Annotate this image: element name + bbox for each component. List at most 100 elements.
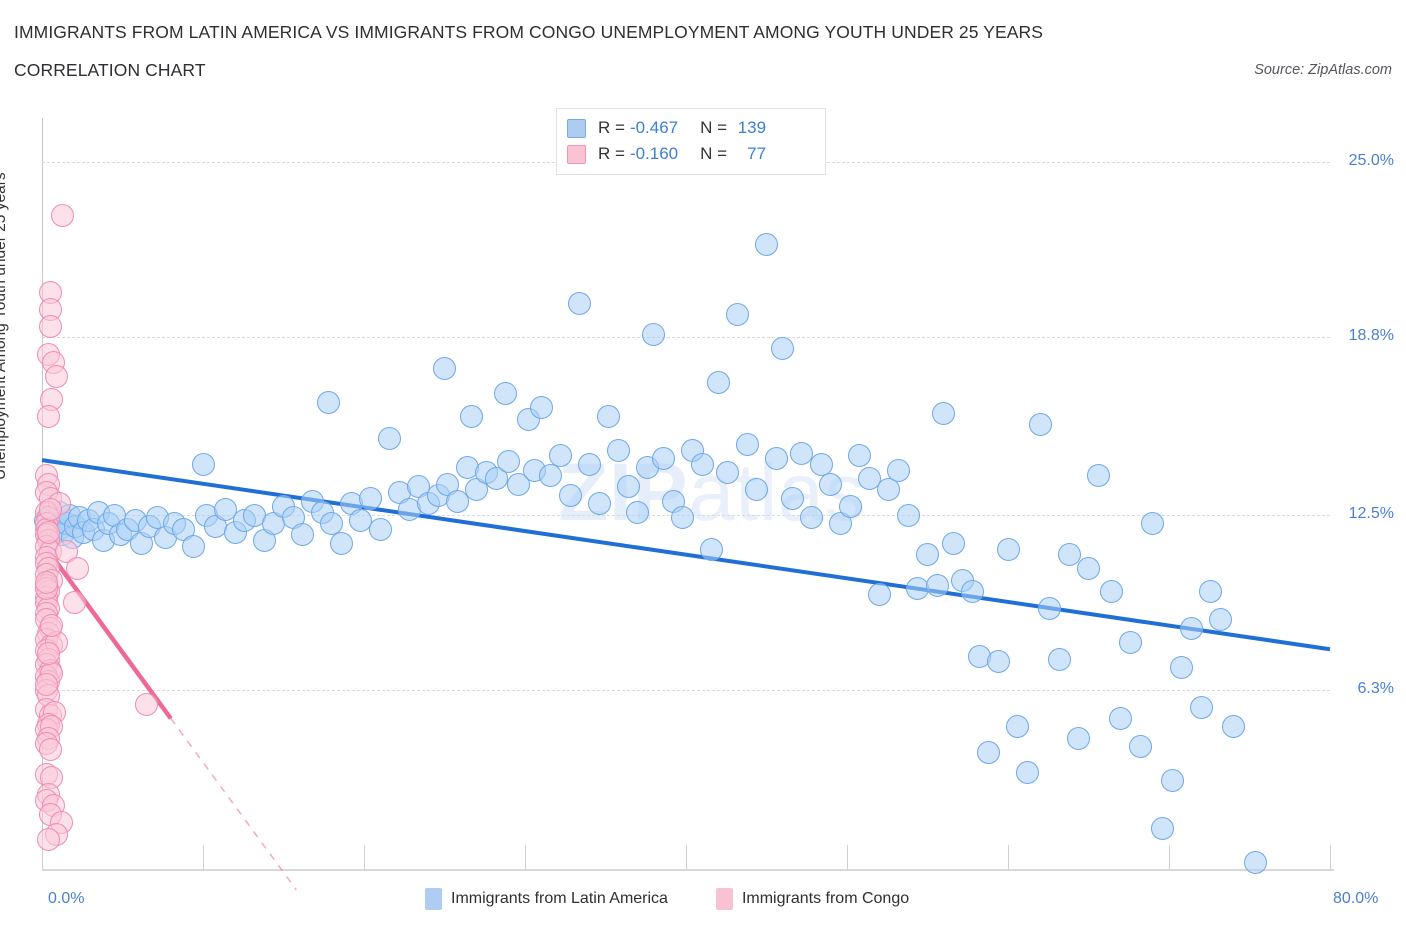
data-point-blue[interactable] bbox=[1109, 706, 1133, 730]
data-point-pink[interactable] bbox=[38, 314, 62, 338]
data-point-pink[interactable] bbox=[44, 365, 68, 389]
data-point-blue[interactable] bbox=[445, 489, 469, 513]
data-point-blue[interactable] bbox=[755, 232, 778, 256]
data-point-pink[interactable] bbox=[35, 571, 59, 595]
data-point-blue[interactable] bbox=[1151, 816, 1175, 840]
data-point-pink[interactable] bbox=[51, 204, 75, 228]
data-point-blue[interactable] bbox=[651, 447, 675, 471]
data-point-blue[interactable] bbox=[780, 486, 804, 510]
data-point-blue[interactable] bbox=[977, 740, 1001, 764]
data-point-blue[interactable] bbox=[616, 475, 640, 499]
data-point-blue[interactable] bbox=[671, 506, 695, 530]
data-point-blue[interactable] bbox=[568, 291, 592, 315]
data-point-blue[interactable] bbox=[368, 517, 392, 541]
data-point-pink[interactable] bbox=[135, 692, 159, 716]
data-point-blue[interactable] bbox=[460, 404, 484, 428]
data-point-blue[interactable] bbox=[819, 472, 843, 496]
legend-item-latin-america[interactable]: Immigrants from Latin America bbox=[425, 888, 668, 910]
data-point-blue[interactable] bbox=[790, 441, 814, 465]
data-point-blue[interactable] bbox=[877, 478, 901, 502]
data-point-blue[interactable] bbox=[1015, 760, 1039, 784]
data-point-pink[interactable] bbox=[36, 404, 60, 428]
data-point-blue[interactable] bbox=[996, 537, 1020, 561]
data-point-blue[interactable] bbox=[1244, 850, 1268, 874]
data-point-blue[interactable] bbox=[181, 534, 205, 558]
data-point-blue[interactable] bbox=[1038, 596, 1062, 620]
data-point-blue[interactable] bbox=[916, 543, 939, 567]
data-point-blue[interactable] bbox=[706, 371, 730, 394]
data-point-blue[interactable] bbox=[539, 464, 563, 488]
data-point-blue[interactable] bbox=[1141, 512, 1165, 536]
data-point-blue[interactable] bbox=[887, 458, 911, 482]
data-point-blue[interactable] bbox=[317, 390, 341, 414]
data-point-blue[interactable] bbox=[494, 382, 518, 406]
data-point-blue[interactable] bbox=[809, 452, 833, 476]
data-point-blue[interactable] bbox=[548, 444, 572, 468]
data-point-blue[interactable] bbox=[858, 466, 882, 490]
data-point-blue[interactable] bbox=[771, 337, 795, 361]
data-point-blue[interactable] bbox=[1199, 579, 1223, 603]
data-point-blue[interactable] bbox=[1221, 715, 1245, 739]
data-point-blue[interactable] bbox=[1189, 695, 1213, 719]
data-point-blue[interactable] bbox=[1128, 735, 1152, 759]
data-point-pink[interactable] bbox=[38, 737, 62, 761]
data-point-blue[interactable] bbox=[932, 402, 956, 426]
data-point-blue[interactable] bbox=[726, 303, 750, 327]
data-point-blue[interactable] bbox=[764, 447, 788, 471]
data-point-pink[interactable] bbox=[36, 641, 60, 665]
data-point-blue[interactable] bbox=[577, 452, 601, 476]
data-point-blue[interactable] bbox=[497, 450, 521, 474]
data-point-blue[interactable] bbox=[626, 500, 650, 524]
data-point-blue[interactable] bbox=[735, 433, 759, 457]
data-point-blue[interactable] bbox=[291, 523, 315, 547]
data-point-blue[interactable] bbox=[433, 356, 456, 380]
data-point-blue[interactable] bbox=[961, 579, 985, 603]
data-point-blue[interactable] bbox=[1067, 726, 1091, 750]
data-point-blue[interactable] bbox=[558, 483, 582, 507]
data-point-blue[interactable] bbox=[191, 452, 215, 476]
data-point-blue[interactable] bbox=[597, 404, 621, 428]
data-point-blue[interactable] bbox=[1086, 464, 1110, 488]
data-point-blue[interactable] bbox=[716, 461, 740, 485]
data-point-blue[interactable] bbox=[529, 396, 553, 420]
data-point-blue[interactable] bbox=[507, 472, 531, 496]
data-point-blue[interactable] bbox=[838, 495, 862, 519]
data-point-blue[interactable] bbox=[1160, 768, 1184, 792]
data-point-pink[interactable] bbox=[38, 498, 62, 522]
data-point-pink[interactable] bbox=[40, 613, 64, 637]
data-point-blue[interactable] bbox=[587, 492, 611, 516]
data-point-blue[interactable] bbox=[1048, 647, 1072, 671]
data-point-blue[interactable] bbox=[1118, 630, 1142, 654]
data-point-pink[interactable] bbox=[65, 557, 89, 581]
data-point-blue[interactable] bbox=[1077, 557, 1100, 581]
data-point-blue[interactable] bbox=[1057, 543, 1081, 567]
data-point-blue[interactable] bbox=[1099, 579, 1123, 603]
data-point-pink[interactable] bbox=[62, 591, 86, 615]
data-point-blue[interactable] bbox=[358, 486, 382, 510]
data-point-blue[interactable] bbox=[1006, 715, 1030, 739]
data-point-blue[interactable] bbox=[986, 650, 1010, 674]
data-point-blue[interactable] bbox=[925, 574, 949, 598]
data-point-blue[interactable] bbox=[700, 537, 724, 561]
data-point-blue[interactable] bbox=[848, 444, 872, 468]
data-point-blue[interactable] bbox=[867, 582, 891, 606]
data-point-blue[interactable] bbox=[642, 323, 666, 347]
data-point-blue[interactable] bbox=[378, 427, 402, 451]
data-point-pink[interactable] bbox=[35, 673, 59, 697]
data-point-blue[interactable] bbox=[606, 438, 630, 462]
data-point-blue[interactable] bbox=[484, 466, 508, 490]
data-point-pink[interactable] bbox=[36, 520, 60, 544]
data-point-blue[interactable] bbox=[329, 531, 353, 555]
data-point-blue[interactable] bbox=[214, 498, 238, 522]
data-point-pink[interactable] bbox=[36, 828, 60, 852]
data-point-blue[interactable] bbox=[1028, 413, 1052, 437]
data-point-blue[interactable] bbox=[690, 452, 714, 476]
legend-item-congo[interactable]: Immigrants from Congo bbox=[715, 888, 909, 910]
data-point-blue[interactable] bbox=[941, 531, 965, 555]
data-point-blue[interactable] bbox=[896, 503, 920, 527]
data-point-blue[interactable] bbox=[800, 506, 824, 530]
data-point-blue[interactable] bbox=[1209, 608, 1233, 632]
data-point-blue[interactable] bbox=[745, 478, 769, 502]
data-point-blue[interactable] bbox=[1170, 656, 1194, 680]
data-point-blue[interactable] bbox=[1180, 616, 1204, 640]
